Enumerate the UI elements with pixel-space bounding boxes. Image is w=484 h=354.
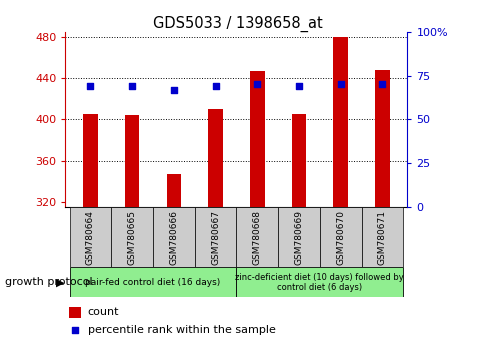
Text: GSM780666: GSM780666	[169, 210, 178, 265]
Bar	[291, 114, 306, 207]
Bar	[236, 207, 277, 267]
Text: pair-fed control diet (16 days): pair-fed control diet (16 days)	[85, 278, 220, 287]
Bar	[195, 207, 236, 267]
Text: count: count	[88, 307, 119, 317]
Text: ▶: ▶	[56, 277, 65, 287]
Bar	[111, 207, 153, 267]
Point	[294, 83, 302, 89]
Bar	[208, 109, 223, 207]
Point	[170, 87, 178, 92]
Point	[128, 83, 136, 89]
Bar	[153, 207, 195, 267]
Text: zinc-deficient diet (10 days) followed by
control diet (6 days): zinc-deficient diet (10 days) followed b…	[235, 273, 403, 292]
Bar	[125, 115, 139, 207]
Text: GSM780664: GSM780664	[86, 210, 95, 265]
Bar	[319, 207, 361, 267]
Point	[253, 82, 260, 87]
Point	[87, 83, 94, 89]
Bar	[69, 307, 81, 318]
Text: growth protocol: growth protocol	[5, 277, 92, 287]
Bar	[249, 71, 264, 207]
Text: GSM780670: GSM780670	[335, 210, 345, 265]
Point	[336, 82, 344, 87]
Point	[319, 247, 327, 252]
Bar	[361, 207, 402, 267]
Bar	[70, 207, 111, 267]
Bar	[236, 267, 402, 297]
Bar	[166, 174, 181, 207]
Text: percentile rank within the sample: percentile rank within the sample	[88, 325, 275, 335]
Bar	[333, 37, 347, 207]
Text: GSM780667: GSM780667	[211, 210, 220, 265]
Bar	[83, 114, 98, 207]
Text: GSM780668: GSM780668	[252, 210, 261, 265]
Bar	[70, 267, 236, 297]
Point	[212, 83, 219, 89]
Bar	[374, 70, 389, 207]
Text: GSM780671: GSM780671	[377, 210, 386, 265]
Bar	[277, 207, 319, 267]
Text: GSM780669: GSM780669	[294, 210, 303, 265]
Point	[378, 82, 385, 87]
Text: GSM780665: GSM780665	[127, 210, 136, 265]
Text: GDS5033 / 1398658_at: GDS5033 / 1398658_at	[152, 16, 322, 32]
